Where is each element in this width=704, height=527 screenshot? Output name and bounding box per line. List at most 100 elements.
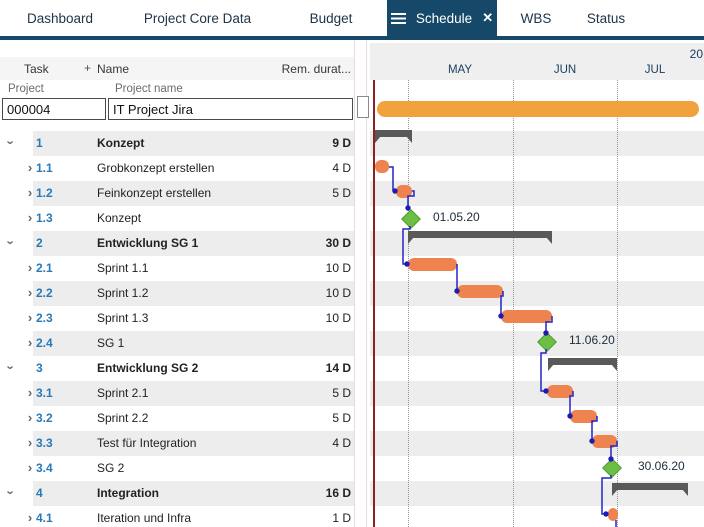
expand-icon[interactable]: › xyxy=(27,160,33,175)
gantt-bar[interactable] xyxy=(570,410,597,423)
table-row[interactable]: › 3.2 Sprint 2.2 5 D xyxy=(0,406,354,431)
tab-wbs[interactable]: WBS xyxy=(497,0,575,36)
table-row[interactable]: › 3.1 Sprint 2.1 5 D xyxy=(0,381,354,406)
tab-status[interactable]: Status xyxy=(575,0,637,36)
gantt-bar[interactable] xyxy=(608,508,618,521)
task-name: Konzept xyxy=(97,136,145,150)
task-number: 3.2 xyxy=(36,411,53,425)
task-duration: 10 D xyxy=(325,261,351,275)
gantt-bar[interactable] xyxy=(408,258,457,271)
gantt-summary-bar[interactable] xyxy=(375,130,412,137)
task-duration: 16 D xyxy=(325,486,351,500)
gantt-bar[interactable] xyxy=(375,160,389,173)
table-row[interactable]: › 2.2 Sprint 1.2 10 D xyxy=(0,281,354,306)
gantt-summary-bar[interactable] xyxy=(612,483,688,490)
table-row[interactable]: › 2 Entwicklung SG 1 30 D xyxy=(0,231,354,256)
task-number: 1 xyxy=(36,136,43,150)
table-row[interactable]: › 1.1 Grobkonzept erstellen 4 D xyxy=(0,156,354,181)
expand-icon[interactable]: › xyxy=(27,260,33,275)
expand-icon[interactable]: › xyxy=(27,185,33,200)
connector-dot xyxy=(454,288,460,294)
task-name: Sprint 2.2 xyxy=(97,411,149,425)
task-duration: 5 D xyxy=(332,411,351,425)
task-duration: 10 D xyxy=(325,311,351,325)
tab-label: Dashboard xyxy=(26,10,94,26)
task-number: 2.2 xyxy=(36,286,53,300)
gantt-project-bar[interactable] xyxy=(377,101,699,117)
expand-icon[interactable]: › xyxy=(27,210,33,225)
task-number: 1.1 xyxy=(36,161,53,175)
duration-filter-input[interactable] xyxy=(357,96,369,118)
task-name: Sprint 2.1 xyxy=(97,386,149,400)
dependency-connectors xyxy=(389,166,618,527)
table-row[interactable]: › 3.4 SG 2 xyxy=(0,456,354,481)
month-gridline xyxy=(513,80,514,527)
expand-icon[interactable]: › xyxy=(27,385,33,400)
task-duration: 9 D xyxy=(332,136,351,150)
collapse-icon[interactable]: › xyxy=(3,365,19,370)
add-column-button[interactable]: + xyxy=(84,61,92,75)
project-id-input[interactable] xyxy=(2,98,106,120)
connector-line xyxy=(402,226,411,265)
gantt-summary-bar[interactable] xyxy=(408,231,552,238)
tab-dashboard[interactable]: Dashboard xyxy=(0,0,120,36)
connector-dot xyxy=(608,456,614,462)
today-line xyxy=(373,80,375,527)
expand-icon[interactable]: › xyxy=(27,460,33,475)
gantt-bar[interactable] xyxy=(396,185,412,198)
task-name: Feinkonzept erstellen xyxy=(97,186,212,200)
table-row[interactable]: › 4 Integration 16 D xyxy=(0,481,354,506)
table-row[interactable]: › 2.4 SG 1 xyxy=(0,331,354,356)
tabbar-underline xyxy=(0,36,704,40)
expand-icon[interactable]: › xyxy=(27,310,33,325)
close-icon[interactable]: ✕ xyxy=(482,10,494,25)
row-shade xyxy=(33,281,354,306)
task-name: SG 2 xyxy=(97,461,125,475)
hamburger-menu-icon[interactable] xyxy=(390,12,406,24)
gantt-bar[interactable] xyxy=(547,385,573,398)
gantt-bar[interactable] xyxy=(592,435,617,448)
tab-bar: Dashboard Project Core Data Budget Schedule… xyxy=(0,0,704,40)
collapse-icon[interactable]: › xyxy=(3,240,19,245)
task-number: 4 xyxy=(36,486,43,500)
table-row[interactable]: › 1.3 Konzept xyxy=(0,206,354,231)
expand-icon[interactable]: › xyxy=(27,435,33,450)
connector-line xyxy=(601,475,612,515)
expand-icon[interactable]: › xyxy=(27,285,33,300)
collapse-icon[interactable]: › xyxy=(3,140,19,145)
connector-line xyxy=(500,291,504,316)
tab-budget[interactable]: Budget xyxy=(275,0,387,36)
expand-icon[interactable]: › xyxy=(27,410,33,425)
table-row[interactable]: › 1.2 Feinkonzept erstellen 5 D xyxy=(0,181,354,206)
table-row[interactable]: › 3.3 Test für Integration 4 D xyxy=(0,431,354,456)
month-label-jul: JUL xyxy=(644,64,666,76)
gantt-bar[interactable] xyxy=(501,310,552,323)
gantt-bar[interactable] xyxy=(457,285,503,298)
connector-line xyxy=(407,190,415,207)
table-row[interactable]: › 1 Konzept 9 D xyxy=(0,131,354,156)
table-row[interactable]: › 2.1 Sprint 1.1 10 D xyxy=(0,256,354,281)
connector-dot xyxy=(498,313,504,319)
row-shade xyxy=(33,331,354,356)
project-name-input[interactable] xyxy=(108,98,353,120)
gantt-chart-area: 01.05.20 11.06.20 30.06.20 xyxy=(370,80,704,527)
connector-line xyxy=(610,441,618,458)
panel-splitter[interactable] xyxy=(354,40,371,527)
gantt-panel: 20 MAY JUN JUL 01.05.20 11.06.20 30.06.20 xyxy=(370,40,704,527)
task-duration: 30 D xyxy=(325,236,351,250)
table-row[interactable]: › 3 Entwicklung SG 2 14 D xyxy=(0,356,354,381)
expand-icon[interactable]: › xyxy=(27,510,33,525)
table-row[interactable]: › 4.1 Iteration und Infra 1 D xyxy=(0,506,354,527)
task-number: 3.4 xyxy=(36,461,53,475)
tab-schedule[interactable]: Schedule ✕ xyxy=(387,0,497,36)
gantt-summary-bar[interactable] xyxy=(548,358,617,365)
row-shade xyxy=(33,131,354,156)
tab-label: Project Core Data xyxy=(143,10,252,26)
collapse-icon[interactable]: › xyxy=(3,490,19,495)
task-name: SG 1 xyxy=(97,336,125,350)
expand-icon[interactable]: › xyxy=(27,335,33,350)
milestone-date-label: 11.06.20 xyxy=(569,333,615,347)
project-name-filter-label: Project name xyxy=(115,83,183,95)
table-row[interactable]: › 2.3 Sprint 1.3 10 D xyxy=(0,306,354,331)
tab-project-core-data[interactable]: Project Core Data xyxy=(120,0,275,36)
